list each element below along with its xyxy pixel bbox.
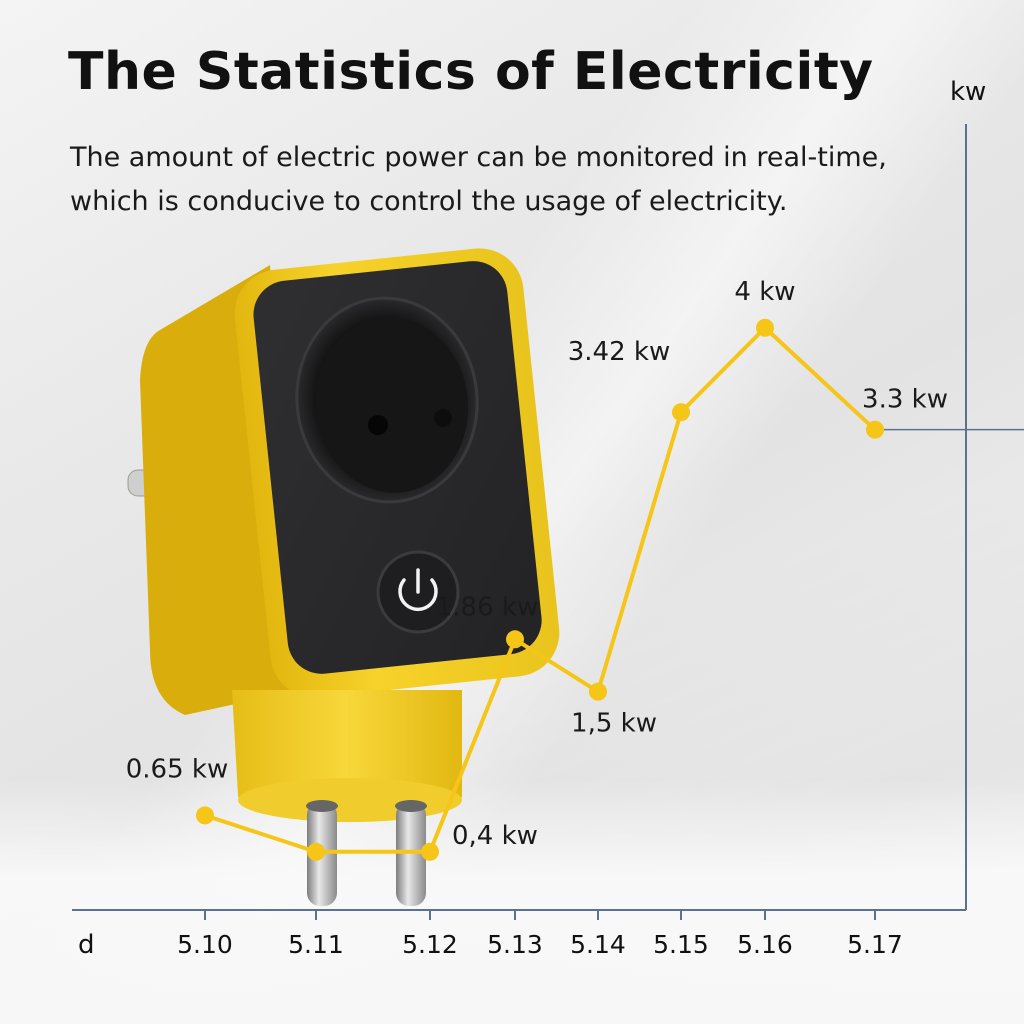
data-point (589, 682, 607, 701)
background-floor (0, 780, 1024, 1024)
data-label: 0.65 kw (126, 754, 228, 784)
power-icon (376, 550, 460, 634)
x-tick-label: 5.15 (653, 930, 709, 959)
x-tick-label: 5.12 (402, 930, 458, 959)
chart-axes: kw d (72, 77, 986, 960)
x-ticks: 5.10 5.11 5.12 5.13 5.14 5.15 5.16 5.17 (177, 910, 903, 959)
x-tick-label: 5.16 (737, 930, 793, 959)
data-point (421, 842, 439, 861)
x-tick-label: 5.17 (847, 930, 903, 959)
series-line (204, 325, 877, 854)
y-axis-label: kw (950, 77, 986, 107)
x-tick-label: 5.10 (177, 930, 233, 959)
data-label: 3.42 kw (568, 337, 670, 367)
x-tick-label: 5.11 (288, 930, 344, 959)
x-tick-label: 5.14 (570, 930, 626, 959)
data-point (307, 842, 325, 861)
x-axis-label: d (78, 930, 95, 960)
data-label: 0,4 kw (452, 821, 538, 851)
data-label: 1,5 kw (571, 709, 657, 739)
data-point (866, 420, 884, 439)
page-title: The Statistics of Electricity (68, 42, 874, 102)
data-point (756, 318, 774, 337)
series-power (196, 318, 1024, 861)
data-point (196, 806, 214, 825)
smart-plug-icon (127, 248, 560, 906)
page-subtitle: The amount of electric power can be moni… (70, 142, 887, 217)
data-point (506, 630, 524, 649)
data-point (672, 403, 690, 422)
data-label: 4 kw (734, 277, 795, 307)
data-label: 1.86 kw (436, 592, 538, 622)
x-tick-label: 5.13 (487, 930, 543, 959)
data-labels: 0.65 kw 0,4 kw 1.86 kw 1,5 kw 3.42 kw 4 kw 3.3… (126, 277, 948, 851)
data-label: 3.3 kw (862, 385, 948, 415)
